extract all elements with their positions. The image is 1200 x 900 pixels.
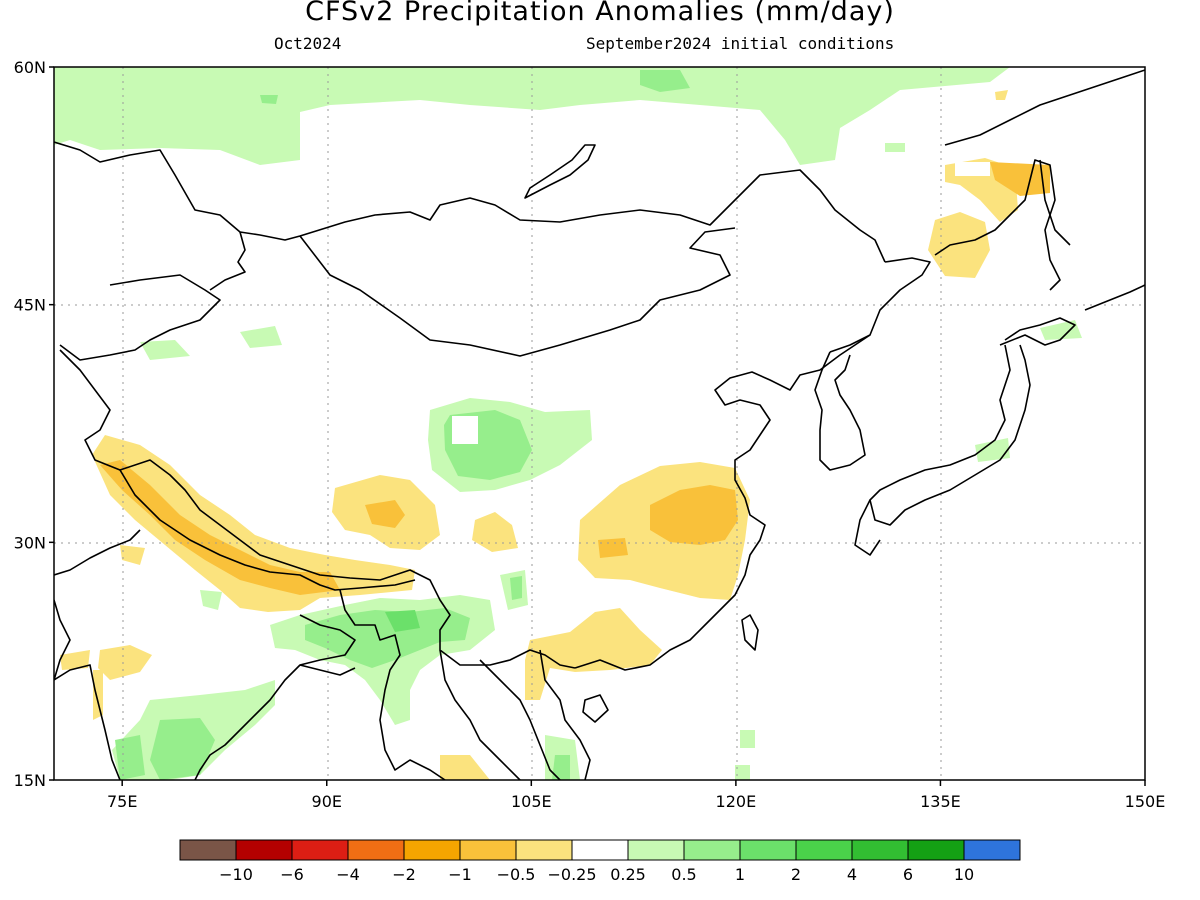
dry-core — [598, 538, 628, 558]
colorbar: −10 −6 −4 −2 −1 −0.5 −0.25 0.25 0.5 1 2 4 6 10 — [179, 839, 1021, 884]
dry-spot — [60, 650, 90, 670]
colorbar-label: 6 — [903, 865, 913, 884]
colorbar-swatch — [291, 839, 349, 861]
colorbar-label: 4 — [847, 865, 857, 884]
colorbar-label: −4 — [336, 865, 360, 884]
colorbar-swatch — [347, 839, 405, 861]
dry-spot — [440, 755, 490, 780]
colorbar-swatch — [795, 839, 853, 861]
colorbar-label: −6 — [280, 865, 304, 884]
lat-label: 45N — [14, 296, 46, 315]
colorbar-label: 0.25 — [610, 865, 646, 884]
colorbar-swatch — [739, 839, 797, 861]
map-axes: 60N 45N 30N 15N 75E 90E 105E 120E 135E 150E — [14, 58, 1166, 811]
colorbar-swatch — [963, 839, 1021, 861]
dry-spot — [93, 670, 103, 720]
no-anomaly-gap — [955, 162, 990, 176]
lat-label: 15N — [14, 771, 46, 790]
lon-label: 120E — [716, 792, 757, 811]
colorbar-swatch — [907, 839, 965, 861]
colorbar-swatch — [571, 839, 629, 861]
dry-spot — [98, 645, 152, 680]
wet-spot — [240, 326, 282, 348]
dry-core — [365, 500, 405, 528]
wet-core — [385, 610, 420, 632]
colorbar-swatch — [235, 839, 293, 861]
wet-spot — [200, 590, 222, 610]
colorbar-swatch — [179, 839, 237, 861]
lat-label: 60N — [14, 58, 46, 77]
no-anomaly-gap — [452, 416, 478, 444]
lon-label: 75E — [107, 792, 137, 811]
lon-label: 150E — [1125, 792, 1166, 811]
colorbar-label: −0.5 — [497, 865, 536, 884]
wet-core — [552, 755, 570, 780]
coastlines-and-borders — [54, 69, 1145, 780]
forecast-month: Oct2024 — [274, 34, 342, 53]
wet-core — [510, 576, 522, 600]
dry-anomaly-yangtze-core — [650, 485, 738, 545]
colorbar-label: 10 — [954, 865, 974, 884]
colorbar-swatch — [459, 839, 517, 861]
wet-core — [150, 718, 215, 780]
colorbar-swatch — [683, 839, 741, 861]
dry-anomaly-himalaya-core — [100, 460, 340, 595]
dry-spot — [472, 512, 518, 552]
wet-spot — [140, 340, 190, 360]
dry-spot — [120, 545, 145, 565]
initial-conditions: September2024 initial conditions — [586, 34, 895, 53]
dry-core — [990, 162, 1050, 196]
colorbar-label: 1 — [735, 865, 745, 884]
lat-label: 30N — [14, 533, 46, 552]
dry-anomaly-northeast — [928, 212, 990, 278]
colorbar-label: 0.5 — [671, 865, 696, 884]
wet-anomaly-north — [54, 67, 1010, 165]
wet-spot — [885, 143, 905, 152]
wet-spot — [260, 95, 278, 104]
colorbar-swatch — [515, 839, 573, 861]
lon-label: 105E — [511, 792, 552, 811]
colorbar-swatch — [851, 839, 909, 861]
wet-core — [115, 735, 145, 780]
dry-spot — [995, 90, 1008, 100]
colorbar-label: −2 — [392, 865, 416, 884]
wet-spot — [735, 765, 750, 780]
lon-label: 135E — [920, 792, 961, 811]
map-frame — [53, 66, 1146, 781]
lon-label: 90E — [312, 792, 342, 811]
wet-spot — [740, 730, 755, 748]
anomaly-shading — [54, 67, 1082, 780]
wet-spot — [975, 438, 1010, 462]
colorbar-label: −10 — [219, 865, 253, 884]
dry-anomaly-himalaya — [92, 435, 415, 612]
dry-anomaly-south-china — [525, 608, 662, 700]
wet-anomaly-north-core — [640, 70, 690, 92]
colorbar-swatch — [627, 839, 685, 861]
colorbar-label: −1 — [448, 865, 472, 884]
colorbar-label: 2 — [791, 865, 801, 884]
wet-spot — [1040, 320, 1082, 340]
map-title: CFSv2 Precipitation Anomalies (mm/day) — [305, 0, 895, 27]
colorbar-label: −0.25 — [547, 865, 596, 884]
colorbar-swatch — [403, 839, 461, 861]
